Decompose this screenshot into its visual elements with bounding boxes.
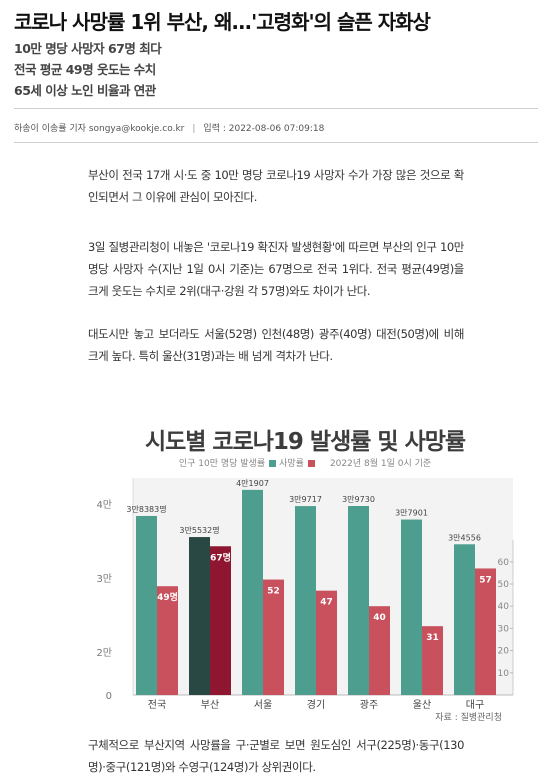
subhead-1: 10만 명당 사망자 67명 최다 [14,41,162,56]
divider-bottom [14,142,538,143]
paragraph-1: 부산이 전국 17개 시·도 중 10만 명당 코로나19 사망자 수가 가장 … [88,168,464,204]
category-tick-label: 전국 [148,699,166,711]
byline: 하송이 이송률 기자 songya@kookje.co.kr | 입력 : 2022… [14,124,325,134]
right-tick-label: 40 [498,602,510,612]
left-tick-label: 0 [106,691,112,702]
legend-incidence-swatch [269,460,277,467]
legend-death-swatch [307,460,315,467]
incidence-data-label: 3만4556 [448,533,481,542]
paragraph-3: 대도시만 놓고 보더라도 서울(52명) 인천(48명) 광주(40명) 대전(… [88,327,464,363]
right-tick-label: 60 [498,558,510,568]
left-tick-label: 3만 [96,573,112,585]
incidence-data-label: 3만9717 [289,495,322,504]
death-data-label: 40 [373,613,386,623]
death-data-label: 57 [479,575,492,585]
death-data-label: 67명 [210,551,231,563]
paragraph-4: 구체적으로 부산지역 사망률을 구·군별로 보면 원도심인 서구(225명)·동… [88,738,464,774]
right-tick-label: 10 [498,669,510,679]
category-tick-label: 경기 [307,698,325,711]
category-tick-label: 부산 [201,699,219,711]
death-data-label: 47 [320,598,333,608]
right-tick-label: 30 [498,624,510,634]
bar-incidence [189,537,210,695]
subhead-3: 65세 이상 노인 비율과 연관 [14,83,156,98]
chart-figure: 시도별 코로나19 발생률 및 사망률 인구 10만 명당 발생률 사망률 2022… [88,400,522,730]
bar-incidence [295,506,316,695]
bar-death [263,579,284,695]
death-data-label: 49명 [157,591,178,603]
death-data-label: 31 [426,633,439,643]
bar-death [316,590,337,695]
subheads: 10만 명당 사망자 67명 최다 전국 평균 49명 웃도는 수치 65세 이… [14,38,162,101]
bar-incidence [136,515,157,695]
left-tick-label: 2만 [96,647,112,659]
legend-death-label: 사망률 [279,459,304,469]
bar-death [422,626,443,695]
death-data-label: 52 [267,587,280,597]
bar-death [369,606,390,695]
right-tick-label: 20 [498,647,510,657]
legend-date: 2022년 8월 1일 0시 기준 [329,459,432,469]
incidence-data-label: 3만7901 [395,509,428,518]
category-tick-label: 서울 [254,699,272,711]
category-tick-label: 대구 [466,699,484,711]
left-tick-label: 4만 [96,499,112,511]
paragraph-2: 3일 질병관리청이 내놓은 '코로나19 확진자 발생현황'에 따르면 부산의 … [88,240,464,298]
subhead-2: 전국 평균 49명 웃도는 수치 [14,62,156,77]
divider-top [14,108,538,109]
bar-incidence [348,505,369,695]
bar-death [475,568,496,695]
category-tick-label: 광주 [360,699,378,711]
chart-source: 자료 : 질병관리청 [435,713,502,723]
incidence-data-label: 3만5532명 [179,525,219,535]
bar-incidence [401,519,422,695]
bar-incidence [454,544,475,695]
chart-title: 시도별 코로나19 발생률 및 사망률 [144,429,466,455]
incidence-data-label: 3만9730 [342,495,375,504]
incidence-data-label: 3만8383명 [126,504,166,514]
byline-date: 입력 : 2022-08-06 07:09:18 [203,124,325,134]
byline-author[interactable]: 하송이 이송률 기자 songya@kookje.co.kr [14,124,185,134]
right-tick-label: 50 [498,580,510,590]
legend-incidence-label: 인구 10만 명당 발생률 [178,459,266,469]
chart-legend: 인구 10만 명당 발생률 사망률 2022년 8월 1일 0시 기준 [88,456,522,469]
incidence-data-label: 4만1907 [236,479,269,488]
bar-death [157,586,178,695]
bar-death [210,546,231,695]
category-tick-label: 울산 [413,699,431,711]
article-headline: 코로나 사망률 1위 부산, 왜...'고령화'의 슬픈 자화상 [14,10,431,34]
bar-incidence [242,489,263,695]
